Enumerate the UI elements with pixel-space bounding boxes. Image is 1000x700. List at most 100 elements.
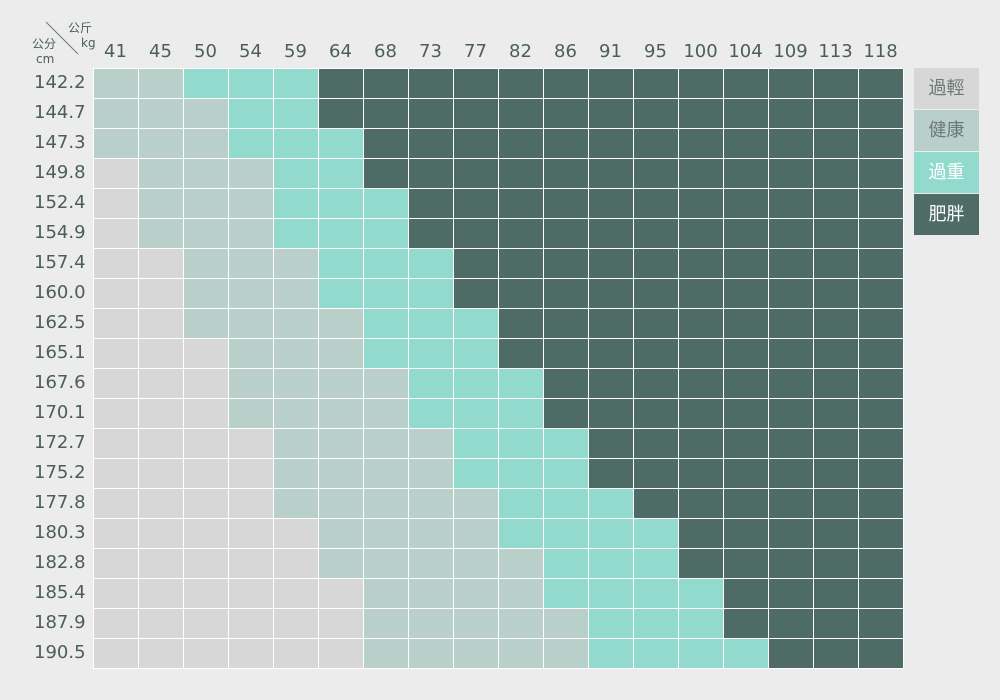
x-tick-label: 82 bbox=[509, 41, 532, 62]
heatmap-cell bbox=[769, 279, 813, 308]
heatmap-cell bbox=[94, 69, 138, 98]
heatmap-cell bbox=[184, 399, 228, 428]
heatmap-cell bbox=[454, 459, 498, 488]
heatmap-cell bbox=[724, 279, 768, 308]
heatmap-cell bbox=[859, 99, 903, 128]
heatmap-cell bbox=[229, 369, 273, 398]
heatmap-cell bbox=[139, 189, 183, 218]
heatmap-cell bbox=[859, 429, 903, 458]
heatmap-cell bbox=[274, 219, 318, 248]
heatmap-cell bbox=[454, 429, 498, 458]
heatmap-cell bbox=[769, 189, 813, 218]
heatmap-cell bbox=[589, 69, 633, 98]
heatmap-cell bbox=[274, 189, 318, 218]
heatmap-cell bbox=[454, 189, 498, 218]
heatmap-cell bbox=[544, 189, 588, 218]
heatmap-cell bbox=[544, 219, 588, 248]
heatmap-cell bbox=[184, 279, 228, 308]
heatmap-cell bbox=[319, 579, 363, 608]
heatmap-cell bbox=[274, 639, 318, 668]
heatmap-cell bbox=[859, 519, 903, 548]
heatmap-cell bbox=[499, 549, 543, 578]
heatmap-cell bbox=[184, 129, 228, 158]
heatmap-cell bbox=[274, 339, 318, 368]
heatmap-cell bbox=[859, 639, 903, 668]
heatmap-cell bbox=[544, 339, 588, 368]
heatmap-cell bbox=[229, 69, 273, 98]
heatmap-cell bbox=[814, 309, 858, 338]
heatmap-cell bbox=[229, 219, 273, 248]
heatmap-cell bbox=[319, 219, 363, 248]
heatmap-cell bbox=[274, 549, 318, 578]
heatmap-cell bbox=[229, 399, 273, 428]
heatmap-cell bbox=[184, 159, 228, 188]
heatmap-cell bbox=[364, 639, 408, 668]
heatmap-cell bbox=[859, 339, 903, 368]
heatmap-cell bbox=[319, 459, 363, 488]
x-tick-label: 86 bbox=[554, 41, 577, 62]
heatmap-cell bbox=[544, 399, 588, 428]
heatmap-cell bbox=[589, 309, 633, 338]
heatmap-cell bbox=[724, 549, 768, 578]
heatmap-cell bbox=[499, 609, 543, 638]
heatmap-cell bbox=[454, 99, 498, 128]
heatmap-cell bbox=[724, 369, 768, 398]
heatmap-cell bbox=[634, 159, 678, 188]
heatmap-cell bbox=[814, 639, 858, 668]
heatmap-cell bbox=[544, 69, 588, 98]
heatmap-cell bbox=[499, 339, 543, 368]
heatmap-cell bbox=[859, 69, 903, 98]
heatmap-cell bbox=[769, 549, 813, 578]
heatmap-cell bbox=[229, 159, 273, 188]
heatmap-cell bbox=[634, 99, 678, 128]
heatmap-cell bbox=[769, 99, 813, 128]
heatmap-cell bbox=[184, 639, 228, 668]
heatmap-cell bbox=[229, 609, 273, 638]
x-tick-label: 91 bbox=[599, 41, 622, 62]
heatmap-cell bbox=[409, 309, 453, 338]
y-tick-label: 172.7 bbox=[34, 432, 86, 453]
heatmap-cell bbox=[409, 189, 453, 218]
heatmap-cell bbox=[544, 279, 588, 308]
heatmap-cell bbox=[634, 579, 678, 608]
heatmap-cell bbox=[139, 519, 183, 548]
x-tick-label: 104 bbox=[728, 41, 763, 62]
heatmap-cell bbox=[679, 639, 723, 668]
heatmap-cell bbox=[859, 489, 903, 518]
heatmap-cell bbox=[589, 639, 633, 668]
heatmap-cell bbox=[814, 279, 858, 308]
heatmap-cell bbox=[364, 189, 408, 218]
heatmap-cell bbox=[139, 459, 183, 488]
heatmap-cell bbox=[544, 129, 588, 158]
heatmap-cell bbox=[229, 639, 273, 668]
heatmap-cell bbox=[724, 429, 768, 458]
heatmap-cell bbox=[184, 459, 228, 488]
heatmap-cell bbox=[679, 249, 723, 278]
heatmap-cell bbox=[634, 639, 678, 668]
heatmap-cell bbox=[409, 69, 453, 98]
heatmap-cell bbox=[724, 639, 768, 668]
heatmap-cell bbox=[769, 249, 813, 278]
heatmap-cell bbox=[319, 159, 363, 188]
heatmap-cell bbox=[454, 129, 498, 158]
heatmap-cell bbox=[634, 249, 678, 278]
heatmap-cell bbox=[769, 219, 813, 248]
heatmap-cell bbox=[634, 549, 678, 578]
heatmap-cell bbox=[634, 429, 678, 458]
x-tick-label: 118 bbox=[863, 41, 898, 62]
heatmap-cell bbox=[139, 369, 183, 398]
heatmap-cell bbox=[544, 429, 588, 458]
heatmap-cell bbox=[454, 579, 498, 608]
y-tick-label: 160.0 bbox=[34, 282, 86, 303]
heatmap-cell bbox=[814, 99, 858, 128]
heatmap-cell bbox=[859, 369, 903, 398]
heatmap-cell bbox=[409, 549, 453, 578]
y-tick-label: 185.4 bbox=[34, 582, 86, 603]
heatmap-cell bbox=[364, 129, 408, 158]
heatmap-cell bbox=[364, 429, 408, 458]
heatmap-cell bbox=[679, 99, 723, 128]
x-tick-label: 113 bbox=[818, 41, 853, 62]
heatmap-cell bbox=[589, 129, 633, 158]
heatmap-cell bbox=[724, 189, 768, 218]
x-tick-label: 68 bbox=[374, 41, 397, 62]
